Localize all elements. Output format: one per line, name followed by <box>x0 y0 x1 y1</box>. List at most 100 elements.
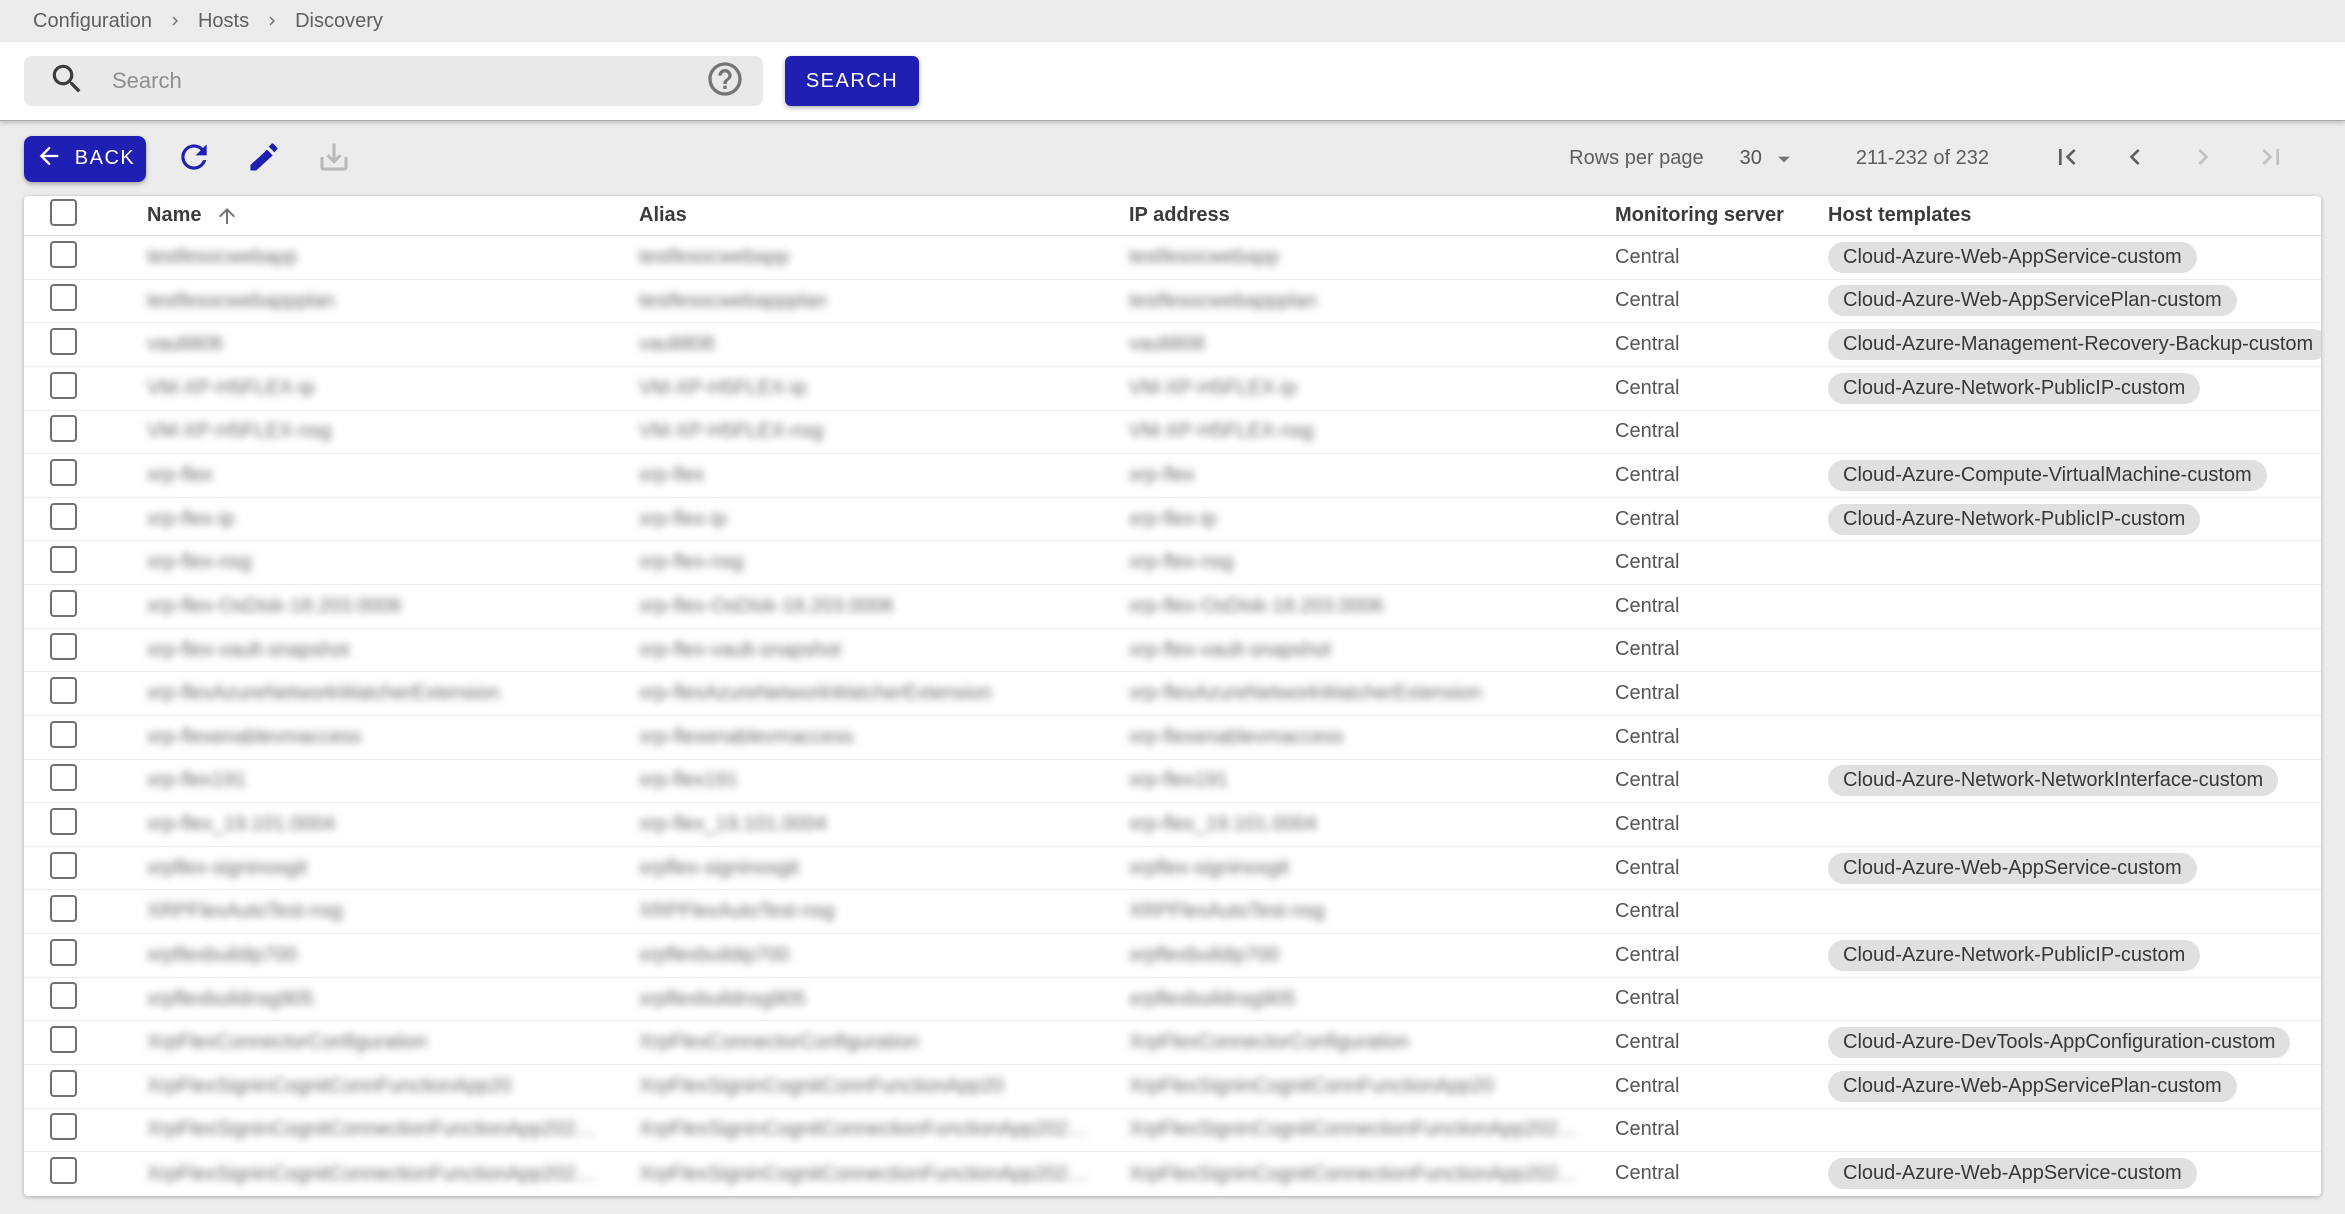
table-row[interactable]: VM-XP-H5FLEX-nsg VM-XP-H5FLEX-nsg VM-XP-… <box>24 411 2321 455</box>
row-checkbox[interactable] <box>50 633 77 661</box>
row-checkbox[interactable] <box>50 415 77 443</box>
column-header-host-templates[interactable]: Host templates <box>1828 204 1972 226</box>
host-name: xrp-flex-nsg <box>147 551 252 574</box>
table-row[interactable]: xrp-flex xrp-flex xrp-flex Central Cloud… <box>24 454 2321 498</box>
table-row[interactable]: xrp-flex-vault-snapshot xrp-flex-vault-s… <box>24 629 2321 673</box>
first-page-icon <box>2051 141 2083 176</box>
chevron-right-icon <box>2187 141 2219 176</box>
table-row[interactable]: xrp-flex_19.101.0004 xrp-flex_19.101.000… <box>24 803 2321 847</box>
host-alias: xrpflexbuildip700 <box>639 943 790 966</box>
monitoring-server: Central <box>1615 289 1680 312</box>
table-row[interactable]: xrp-flexenablevmaccess xrp-flexenablevma… <box>24 716 2321 760</box>
row-checkbox[interactable] <box>50 240 77 268</box>
pagination-bar: Rows per page 30 211-232 of 232 <box>1569 137 2293 181</box>
host-ip: xrp-flex <box>1129 464 1195 487</box>
refresh-button[interactable] <box>172 137 216 181</box>
host-alias: xrp-flexenablevmaccess <box>639 725 854 748</box>
row-checkbox[interactable] <box>50 1113 77 1141</box>
table-row[interactable]: XrpFlexSigninCognitConnFunctionApp20 Xrp… <box>24 1065 2321 1109</box>
breadcrumb-configuration[interactable]: Configuration <box>33 9 152 32</box>
host-alias: VM-XP-H5FLEX-nsg <box>639 420 824 443</box>
first-page-button[interactable] <box>2045 137 2089 181</box>
host-alias: XrpFlexSigninCognitConnectionFunctionApp… <box>639 1162 1094 1185</box>
column-header-alias[interactable]: Alias <box>639 204 687 226</box>
table-row[interactable]: vault808 vault808 vault808 Central Cloud… <box>24 323 2321 367</box>
row-checkbox[interactable] <box>50 982 77 1010</box>
host-template-chip: Cloud-Azure-Compute-VirtualMachine-custo… <box>1828 459 2267 491</box>
table-row[interactable]: XrpFlexSigninCognitConnectionFunctionApp… <box>24 1152 2321 1196</box>
host-name: vault808 <box>147 333 223 356</box>
table-row[interactable]: xrp-flex-OsDisk-18.203.0006 xrp-flex-OsD… <box>24 585 2321 629</box>
row-checkbox[interactable] <box>50 502 77 530</box>
table-row[interactable]: testfesocwebapp testfesocwebapp testfeso… <box>24 236 2321 280</box>
table-row[interactable]: xrp-flex-ip xrp-flex-ip xrp-flex-ip Cent… <box>24 498 2321 542</box>
host-ip: xrp-flex-OsDisk-18.203.0006 <box>1129 594 1384 617</box>
row-checkbox[interactable] <box>50 1157 77 1185</box>
column-header-monitoring-server[interactable]: Monitoring server <box>1615 204 1784 226</box>
row-checkbox[interactable] <box>50 677 77 705</box>
host-alias: vault808 <box>639 333 715 356</box>
row-checkbox[interactable] <box>50 720 77 748</box>
host-name: XrpFlexConnectorConfiguration <box>147 1031 428 1054</box>
monitoring-server: Central <box>1615 682 1680 705</box>
host-template-chip: Cloud-Azure-Network-NetworkInterface-cus… <box>1828 765 2279 797</box>
row-checkbox[interactable] <box>50 938 77 966</box>
table-row[interactable]: xrp-flexAzureNetworkWatcherExtension xrp… <box>24 672 2321 716</box>
row-checkbox[interactable] <box>50 458 77 486</box>
row-checkbox[interactable] <box>50 764 77 792</box>
chevron-right-icon <box>263 12 281 30</box>
host-name: testfesocwebapp <box>147 245 298 268</box>
table-row[interactable]: XrpFlexConnectorConfiguration XrpFlexCon… <box>24 1021 2321 1065</box>
breadcrumb-discovery[interactable]: Discovery <box>295 9 383 32</box>
help-icon[interactable] <box>705 59 745 104</box>
table-row[interactable]: VM-XP-H5FLEX-ip VM-XP-H5FLEX-ip VM-XP-H5… <box>24 367 2321 411</box>
table-row[interactable]: xrpflex-signinosgit xrpflex-signinosgit … <box>24 847 2321 891</box>
row-checkbox[interactable] <box>50 546 77 574</box>
row-checkbox[interactable] <box>50 328 77 356</box>
row-checkbox[interactable] <box>50 371 77 399</box>
toolbar: BACK Rows per page 30 211-232 of 232 <box>0 121 2345 196</box>
table-row[interactable]: xrp-flex191 xrp-flex191 xrp-flex191 Cent… <box>24 760 2321 804</box>
monitoring-server: Central <box>1615 507 1680 530</box>
edit-button[interactable] <box>242 137 286 181</box>
host-ip: xrp-flexAzureNetworkWatcherExtension <box>1129 682 1482 705</box>
host-alias: XrpFlexSigninCognitConnFunctionApp20 <box>639 1074 1004 1097</box>
host-alias: XrpFlexSigninCognitConnectionFunctionApp… <box>639 1118 1094 1141</box>
breadcrumb-hosts[interactable]: Hosts <box>197 9 250 32</box>
column-header-name[interactable]: Name <box>147 204 639 228</box>
row-checkbox[interactable] <box>50 1026 77 1054</box>
host-alias: xrp-flex-ip <box>639 507 727 530</box>
table-row[interactable]: xrpflexbuildip700 xrpflexbuildip700 xrpf… <box>24 934 2321 978</box>
refresh-icon <box>175 138 213 179</box>
column-header-ip[interactable]: IP address <box>1129 204 1230 226</box>
table-row[interactable]: XRPFlexAutoTest-nsg XRPFlexAutoTest-nsg … <box>24 890 2321 934</box>
pencil-icon <box>246 139 282 178</box>
back-button[interactable]: BACK <box>24 135 146 182</box>
host-ip: XrpFlexConnectorConfiguration <box>1129 1031 1410 1054</box>
search-icon <box>48 60 86 103</box>
row-checkbox[interactable] <box>50 589 77 617</box>
host-template-chip: Cloud-Azure-Network-PublicIP-custom <box>1828 372 2201 404</box>
host-ip: xrp-flex-vault-snapshot <box>1129 638 1332 661</box>
host-template-chip: Cloud-Azure-Web-AppServicePlan-custom <box>1828 285 2237 317</box>
table-row[interactable]: xrpflexbuildnsg905 xrpflexbuildnsg905 xr… <box>24 978 2321 1022</box>
row-checkbox[interactable] <box>50 895 77 923</box>
row-checkbox[interactable] <box>50 807 77 835</box>
column-header-name-label: Name <box>147 204 202 226</box>
host-name: xrpflexbuildnsg905 <box>147 987 314 1010</box>
table-row[interactable]: xrp-flex-nsg xrp-flex-nsg xrp-flex-nsg C… <box>24 541 2321 585</box>
host-name: testfesocwebappplan <box>147 289 335 312</box>
row-checkbox[interactable] <box>50 851 77 879</box>
host-name: XrpFlexSigninCognitConnectionFunctionApp… <box>147 1118 602 1141</box>
previous-page-button[interactable] <box>2113 137 2157 181</box>
host-alias: xrpflex-signinosgit <box>639 856 800 879</box>
row-checkbox[interactable] <box>50 284 77 312</box>
rows-per-page-select[interactable]: 30 <box>1740 145 1798 173</box>
row-checkbox[interactable] <box>50 1069 77 1097</box>
table-row[interactable]: testfesocwebappplan testfesocwebappplan … <box>24 280 2321 324</box>
search-button[interactable]: SEARCH <box>785 56 919 106</box>
select-all-checkbox[interactable] <box>50 199 77 226</box>
monitoring-server: Central <box>1615 856 1680 879</box>
table-row[interactable]: XrpFlexSigninCognitConnectionFunctionApp… <box>24 1109 2321 1153</box>
search-input[interactable] <box>112 68 705 94</box>
